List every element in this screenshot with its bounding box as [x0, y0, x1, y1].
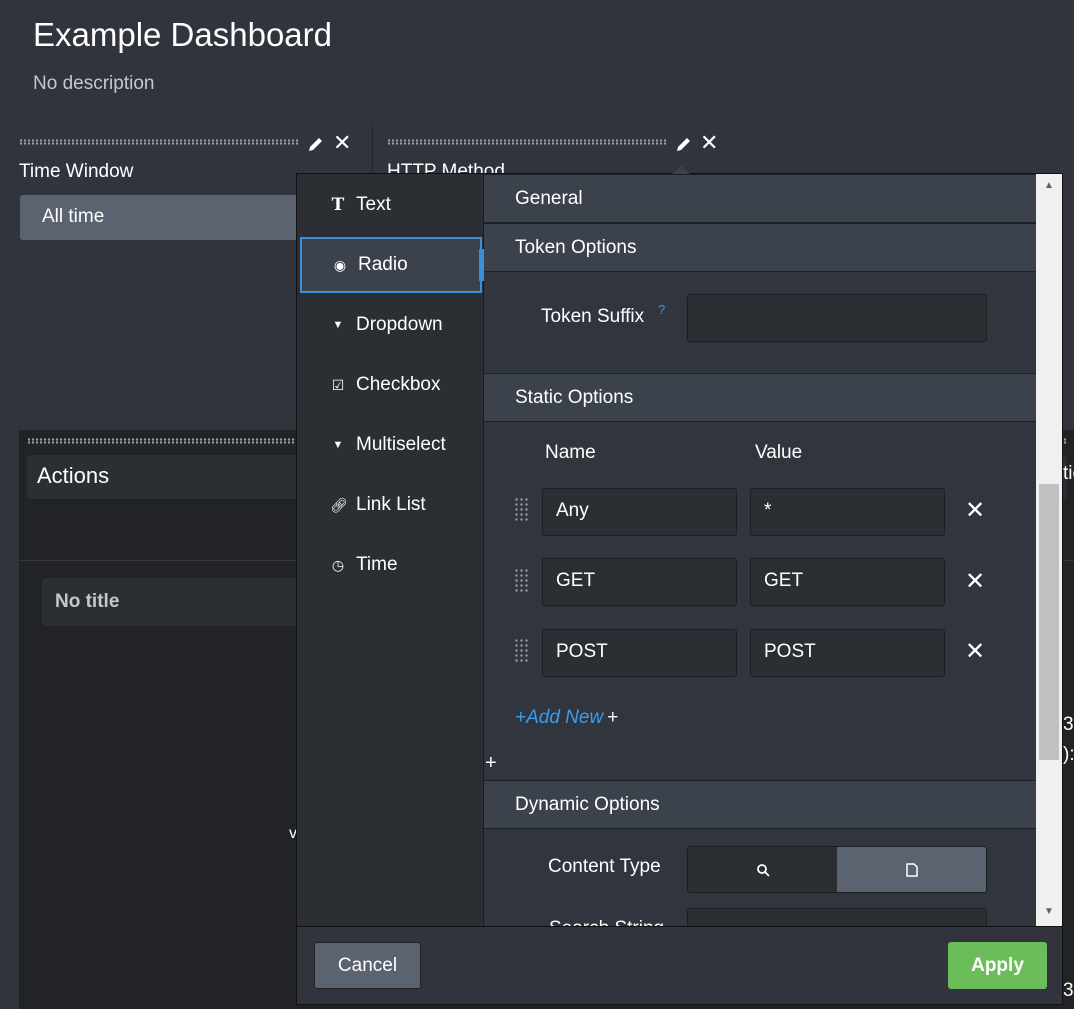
dashboard-title: Example Dashboard — [33, 16, 332, 53]
time-window-input[interactable]: All time — [20, 195, 310, 240]
type-label: Checkbox — [356, 374, 441, 395]
token-suffix-input[interactable] — [687, 294, 987, 342]
type-time[interactable]: ◷ Time — [300, 537, 482, 593]
text-fragment: tio — [1063, 463, 1074, 484]
type-label: Link List — [356, 494, 426, 515]
value-header: Value — [755, 442, 803, 463]
checkbox-icon: ☑ — [331, 376, 345, 393]
input-type-nav: T Text ◉ Radio ▼ Dropdown ☑ Checkbox ▼ Multis… — [297, 174, 484, 926]
section-general[interactable]: General — [484, 174, 1036, 223]
type-label: Text — [356, 194, 391, 215]
type-checkbox[interactable]: ☑ Checkbox — [300, 357, 482, 413]
input-label: Time Window — [19, 161, 134, 182]
drag-grip-icon[interactable] — [514, 497, 528, 523]
remove-option-icon[interactable]: ✕ — [965, 568, 986, 595]
drag-handle[interactable] — [387, 139, 667, 145]
scroll-down-icon[interactable]: ▼ — [1044, 906, 1054, 917]
add-new-link[interactable]: +Add New + — [515, 707, 618, 729]
close-icon[interactable]: ✕ — [700, 130, 719, 155]
text-fragment: 3 — [1063, 714, 1074, 735]
option-value-input[interactable]: * — [750, 488, 945, 536]
drag-grip-icon[interactable] — [514, 568, 528, 594]
drag-handle[interactable] — [19, 139, 299, 145]
text-fragment: v — [289, 825, 297, 842]
type-label: Time — [356, 554, 398, 575]
type-label: Radio — [358, 254, 408, 275]
document-icon — [905, 862, 918, 877]
radio-icon: ◉ — [333, 256, 347, 273]
report-option[interactable] — [837, 847, 986, 892]
remove-option-icon[interactable]: ✕ — [965, 497, 986, 524]
dashboard-description: No description — [33, 73, 155, 94]
type-link-list[interactable]: 🔗︎ Link List — [300, 477, 482, 533]
option-name-input[interactable]: POST — [542, 629, 737, 677]
scrollbar[interactable]: ▲ ▼ — [1036, 174, 1062, 926]
popover-footer: Cancel Apply — [297, 926, 1062, 1004]
search-string-row: Search String — [484, 908, 1036, 926]
option-name-input[interactable]: GET — [542, 558, 737, 606]
type-dropdown[interactable]: ▼ Dropdown — [300, 297, 482, 353]
search-option[interactable] — [688, 847, 837, 892]
close-icon[interactable]: ✕ — [333, 130, 352, 155]
link-icon: 🔗︎ — [330, 496, 348, 513]
content-type-toggle — [687, 846, 987, 893]
popover-arrow — [672, 166, 690, 174]
remove-option-icon[interactable]: ✕ — [965, 638, 986, 665]
caret-down-icon: ▼ — [332, 439, 344, 451]
selected-indicator — [479, 249, 484, 281]
type-label: Multiselect — [356, 434, 446, 455]
search-string-input[interactable] — [687, 908, 987, 926]
section-token-options[interactable]: Token Options — [484, 223, 1036, 272]
input-editor-popover: T Text ◉ Radio ▼ Dropdown ☑ Checkbox ▼ Multis… — [296, 173, 1063, 1005]
content-type-label: Content Type — [548, 856, 661, 877]
scrollbar-thumb[interactable] — [1039, 484, 1059, 760]
plus-icon: + — [607, 707, 619, 728]
apply-button[interactable]: Apply — [948, 942, 1047, 989]
option-value-input[interactable]: POST — [750, 629, 945, 677]
type-radio[interactable]: ◉ Radio — [300, 237, 484, 293]
name-header: Name — [545, 442, 596, 463]
section-dynamic-options[interactable]: Dynamic Options — [484, 780, 1036, 829]
cancel-button[interactable]: Cancel — [314, 942, 421, 989]
search-icon — [756, 863, 770, 877]
search-string-label: Search String — [549, 918, 664, 926]
plus-icon[interactable]: + — [485, 752, 497, 774]
text-icon: T — [331, 195, 345, 215]
add-new-label: +Add New — [515, 707, 604, 728]
type-multiselect[interactable]: ▼ Multiselect — [300, 417, 482, 473]
text-fragment: 3 — [1063, 980, 1074, 1001]
type-label: Dropdown — [356, 314, 443, 335]
clock-icon: ◷ — [331, 556, 345, 573]
scroll-up-icon[interactable]: ▲ — [1044, 180, 1054, 191]
token-suffix-label: Token Suffix — [541, 306, 645, 327]
option-value-input[interactable]: GET — [750, 558, 945, 606]
option-name-input[interactable]: Any — [542, 488, 737, 536]
drag-grip-icon[interactable] — [514, 638, 528, 664]
caret-down-icon: ▼ — [332, 319, 344, 331]
pencil-icon[interactable] — [675, 135, 693, 153]
section-static-options[interactable]: Static Options — [484, 373, 1036, 422]
type-text[interactable]: T Text — [300, 177, 482, 233]
help-icon[interactable]: ? — [658, 302, 666, 317]
pencil-icon[interactable] — [307, 135, 325, 153]
text-fragment: ): — [1063, 744, 1074, 765]
